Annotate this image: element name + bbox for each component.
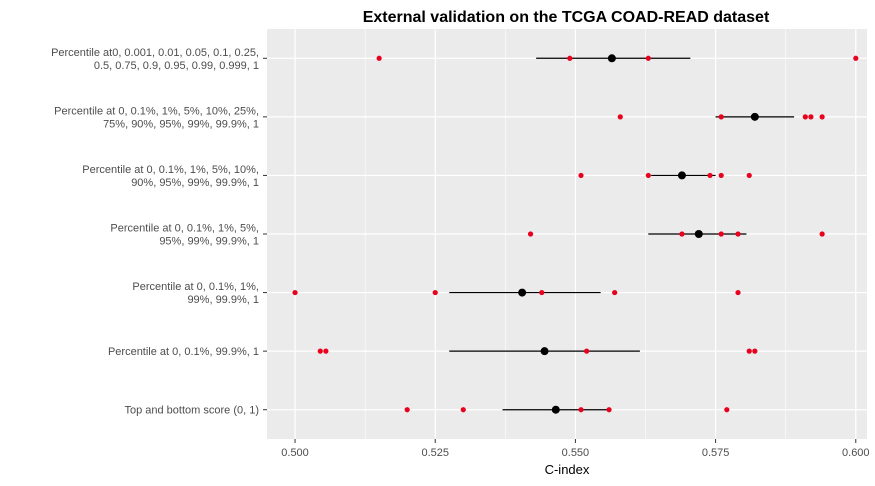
mean-point xyxy=(607,54,616,63)
x-axis-label: C-index xyxy=(545,462,590,477)
data-point xyxy=(802,114,808,120)
y-tick-label: Percentile at 0, 0.1%, 99.9%, 1 xyxy=(108,346,259,358)
data-point xyxy=(323,348,329,354)
mean-point xyxy=(677,171,686,180)
y-tick-label: Top and bottom score (0, 1) xyxy=(124,405,259,417)
data-point xyxy=(746,172,752,179)
x-tick-label: 0.550 xyxy=(562,447,590,459)
mean-point xyxy=(518,288,527,297)
data-point xyxy=(819,231,825,237)
data-point xyxy=(578,172,584,179)
axis-layer: 0.500 0.525 0.550 0.575 0.600 Percentile at0,… xyxy=(51,47,869,459)
data-point xyxy=(432,289,438,296)
y-tick-label: Percentile at0, 0.001, 0.01, 0.05, 0.1, … xyxy=(51,47,259,59)
data-point xyxy=(853,55,859,61)
data-point xyxy=(317,348,323,354)
y-tick-label: 75%, 90%, 95%, 99%, 99.9%, 1 xyxy=(103,118,259,130)
y-tick-label: 90%, 95%, 99%, 99.9%, 1 xyxy=(131,177,259,189)
data-point xyxy=(718,231,724,237)
data-point xyxy=(606,407,612,413)
data-point xyxy=(718,114,724,120)
x-tick-label: 0.575 xyxy=(702,447,730,459)
data-point xyxy=(376,55,382,61)
data-point xyxy=(404,407,410,413)
mean-point xyxy=(750,112,759,121)
chart-title: External validation on the TCGA COAD-REA… xyxy=(363,9,770,26)
x-tick-label: 0.525 xyxy=(421,447,449,459)
data-point xyxy=(746,348,752,354)
y-tick-label: 0.5, 0.75, 0.9, 0.95, 0.99, 0.999, 1 xyxy=(94,60,259,72)
y-tick-label: Percentile at 0, 0.1%, 1%, 5%, 10%, xyxy=(82,164,259,176)
y-tick-label: 99%, 99.9%, 1 xyxy=(187,294,259,306)
y-tick-label: 95%, 99%, 99.9%, 1 xyxy=(159,236,259,248)
data-point xyxy=(578,407,584,413)
data-point xyxy=(584,348,590,354)
y-tick-label: Percentile at 0, 0.1%, 1%, xyxy=(132,281,259,293)
data-point xyxy=(752,348,758,354)
data-point xyxy=(527,231,534,237)
data-point xyxy=(617,114,623,120)
points-layer xyxy=(292,54,859,414)
data-point xyxy=(819,114,825,120)
data-point xyxy=(718,172,724,179)
data-point xyxy=(707,172,713,179)
data-point xyxy=(735,231,741,237)
data-point xyxy=(460,407,466,413)
data-point xyxy=(292,289,298,296)
data-point xyxy=(645,172,651,179)
data-point xyxy=(645,55,651,61)
mean-point xyxy=(551,405,560,414)
data-point xyxy=(539,289,545,296)
data-point xyxy=(567,55,573,61)
data-point xyxy=(735,289,741,296)
data-point xyxy=(612,289,618,296)
mean-point xyxy=(694,230,703,238)
y-tick-label: Percentile at 0, 0.1%, 1%, 5%, 10%, 25%, xyxy=(54,105,259,117)
x-tick-label: 0.600 xyxy=(842,447,870,459)
data-point xyxy=(808,114,814,120)
x-tick-label: 0.500 xyxy=(281,447,309,459)
mean-point xyxy=(540,347,549,356)
data-point xyxy=(679,231,685,237)
y-tick-label: Percentile at 0, 0.1%, 1%, 5%, xyxy=(110,223,259,235)
data-point xyxy=(724,407,730,413)
